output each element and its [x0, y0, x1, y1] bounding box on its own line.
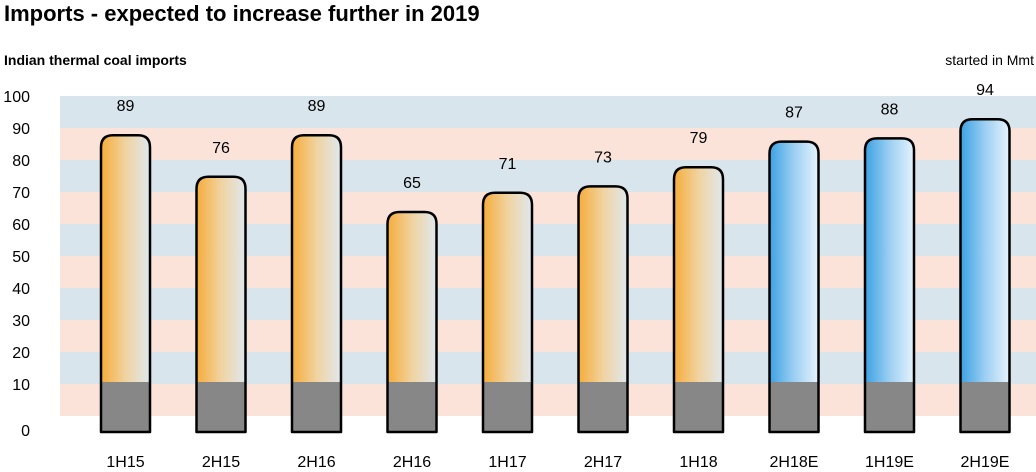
- bar-3: 65: [386, 175, 438, 434]
- bar-4: 71: [481, 156, 534, 434]
- bar-outline: [290, 133, 343, 434]
- y-tick-label: 100: [3, 89, 30, 106]
- chart-subtitle: Indian thermal coal imports: [4, 52, 187, 68]
- bar-fill: [960, 119, 1010, 432]
- y-tick-label: 50: [12, 249, 30, 266]
- bar-9: 94: [959, 82, 1011, 434]
- bar-base: [483, 382, 532, 432]
- data-label: 76: [212, 140, 230, 157]
- grid-band: [60, 96, 1036, 128]
- bar-8: 88: [863, 101, 916, 434]
- bar-outline: [959, 117, 1011, 434]
- unit-label: started in Mmt: [945, 52, 1034, 68]
- data-label: 65: [403, 175, 421, 192]
- x-tick-label: 2H17: [584, 454, 622, 471]
- bar-base: [101, 382, 150, 432]
- x-tick-label: 2H16: [393, 454, 431, 471]
- bar-outline: [386, 210, 438, 434]
- x-tick-label: 2H15: [202, 454, 240, 471]
- bar-outline: [481, 191, 534, 434]
- data-label: 79: [690, 130, 708, 147]
- y-tick-label: 90: [12, 121, 30, 138]
- bar-base: [865, 382, 914, 432]
- bar-2: 89: [290, 98, 343, 434]
- bar-outline: [768, 140, 820, 434]
- data-label: 87: [785, 105, 803, 122]
- bar-outline: [672, 165, 725, 434]
- bar-outline: [863, 137, 916, 434]
- y-tick-label: 60: [12, 217, 30, 234]
- y-tick-label: 10: [12, 377, 30, 394]
- bar-base: [387, 382, 437, 432]
- y-axis: 0 10 20 30 40 50 60 70 80 90 100: [3, 89, 30, 440]
- y-tick-label: 20: [12, 345, 30, 362]
- bar-base: [769, 382, 819, 432]
- bar-base: [292, 382, 341, 432]
- x-tick-label: 1H15: [106, 454, 144, 471]
- data-label: 73: [594, 149, 612, 166]
- bar-1: 76: [195, 140, 247, 434]
- data-label: 89: [308, 98, 326, 115]
- bar-5: 73: [577, 149, 629, 434]
- bar-7: 87: [768, 105, 820, 434]
- bar-outline: [195, 175, 247, 434]
- x-tick-label: 2H19E: [961, 454, 1010, 471]
- x-tick-label: 1H17: [488, 454, 526, 471]
- bar-outline: [99, 133, 152, 434]
- bar-base: [960, 382, 1010, 432]
- bar-base: [674, 382, 723, 432]
- bar-base: [578, 382, 628, 432]
- y-tick-label: 30: [12, 313, 30, 330]
- bar-outline: [577, 185, 629, 434]
- bar-6: 79: [672, 130, 725, 434]
- x-tick-label: 1H18: [679, 454, 717, 471]
- x-axis: 1H15 2H15 2H16 2H16 1H17 2H17 1H18 2H18E 1H19E 2H…: [106, 454, 1009, 471]
- bar-0: 89: [99, 98, 152, 434]
- bar-base: [196, 382, 246, 432]
- data-label: 89: [117, 98, 135, 115]
- x-tick-label: 2H18E: [770, 454, 819, 471]
- data-label: 94: [976, 82, 994, 99]
- x-tick-label: 1H19E: [865, 454, 914, 471]
- x-tick-label: 2H16: [297, 454, 335, 471]
- data-label: 71: [499, 156, 517, 173]
- y-tick-label: 0: [21, 423, 30, 440]
- y-tick-label: 80: [12, 153, 30, 170]
- bars-group: 89 76 89 65 71 73 79 87 88 94: [99, 82, 1011, 434]
- y-tick-label: 70: [12, 185, 30, 202]
- chart-title: Imports - expected to increase further i…: [4, 1, 480, 26]
- y-tick-label: 40: [12, 281, 30, 298]
- data-label: 88: [881, 101, 899, 118]
